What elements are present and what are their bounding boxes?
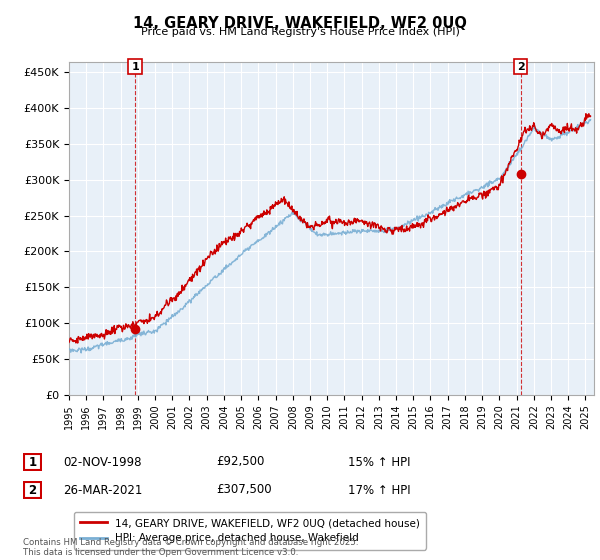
Legend: 14, GEARY DRIVE, WAKEFIELD, WF2 0UQ (detached house), HPI: Average price, detach: 14, GEARY DRIVE, WAKEFIELD, WF2 0UQ (det…: [74, 512, 426, 549]
Text: Contains HM Land Registry data © Crown copyright and database right 2025.
This d: Contains HM Land Registry data © Crown c…: [23, 538, 358, 557]
Text: £307,500: £307,500: [216, 483, 272, 497]
FancyBboxPatch shape: [24, 482, 41, 498]
Text: Price paid vs. HM Land Registry's House Price Index (HPI): Price paid vs. HM Land Registry's House …: [140, 27, 460, 37]
Text: 17% ↑ HPI: 17% ↑ HPI: [348, 483, 410, 497]
Text: 14, GEARY DRIVE, WAKEFIELD, WF2 0UQ: 14, GEARY DRIVE, WAKEFIELD, WF2 0UQ: [133, 16, 467, 31]
Text: 26-MAR-2021: 26-MAR-2021: [63, 483, 142, 497]
Text: 1: 1: [28, 455, 37, 469]
FancyBboxPatch shape: [24, 454, 41, 470]
Text: 02-NOV-1998: 02-NOV-1998: [63, 455, 142, 469]
Text: 2: 2: [28, 483, 37, 497]
Text: 1: 1: [131, 62, 139, 72]
Text: £92,500: £92,500: [216, 455, 265, 469]
Text: 15% ↑ HPI: 15% ↑ HPI: [348, 455, 410, 469]
Text: 2: 2: [517, 62, 524, 72]
